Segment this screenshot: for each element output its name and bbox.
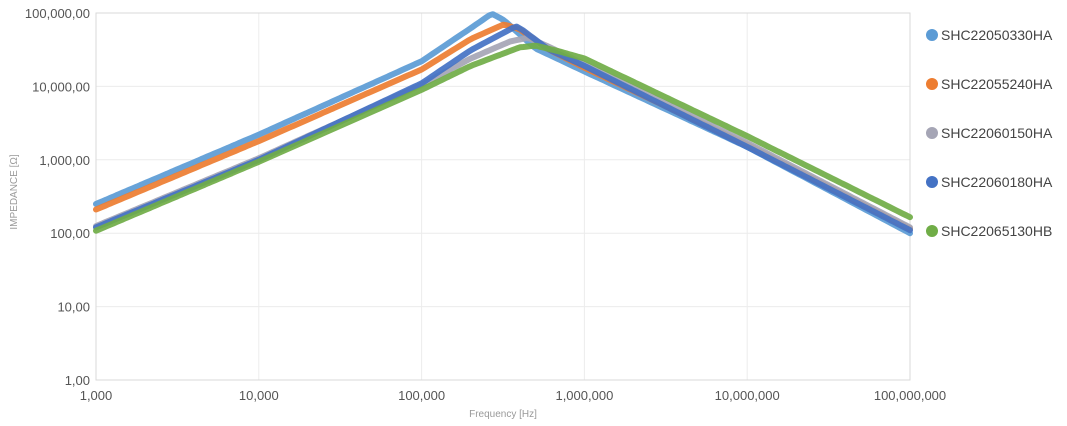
x-axis-title: Frequency [Hz] bbox=[469, 409, 537, 420]
legend-marker bbox=[926, 225, 938, 237]
x-axis-ticks: 1,000 10,000 100,000 1,000,000 10,000,000 100… bbox=[80, 388, 946, 403]
legend-label: SHC22060150HA bbox=[941, 125, 1053, 141]
x-tick-label: 10,000 bbox=[239, 388, 279, 403]
y-tick-label: 10,00 bbox=[57, 300, 90, 315]
legend-marker bbox=[926, 176, 938, 188]
legend-label: SHC22055240HA bbox=[941, 76, 1053, 92]
legend-label: SHC22060180HA bbox=[941, 174, 1053, 190]
series-line-shc22060150ha bbox=[93, 35, 913, 231]
legend-label: SHC22065130HB bbox=[941, 223, 1052, 239]
series-lines bbox=[93, 11, 913, 237]
y-tick-label: 10,000,00 bbox=[32, 79, 90, 94]
legend-marker bbox=[926, 127, 938, 139]
legend-marker bbox=[926, 29, 938, 41]
legend-marker bbox=[926, 78, 938, 90]
y-tick-label: 1,00 bbox=[65, 373, 90, 388]
y-axis-title: IMPEDANCE [Ω] bbox=[9, 154, 20, 229]
x-tick-label: 1,000 bbox=[80, 388, 113, 403]
x-tick-label: 100,000,000 bbox=[874, 388, 946, 403]
series-line-shc22060180ha bbox=[93, 23, 913, 234]
y-axis-ticks: 1,00 10,00 100,00 1,000,00 10,000,00 100,000,… bbox=[25, 6, 90, 388]
x-tick-label: 1,000,000 bbox=[555, 388, 613, 403]
series-line-shc22065130hb bbox=[93, 42, 913, 234]
x-tick-label: 100,000 bbox=[398, 388, 445, 403]
y-tick-label: 100,000,00 bbox=[25, 6, 90, 21]
y-tick-label: 1,000,00 bbox=[39, 153, 90, 168]
plot-area-frame bbox=[95, 12, 911, 381]
y-tick-label: 100,00 bbox=[50, 226, 90, 241]
legend-label: SHC22050330HA bbox=[941, 27, 1053, 43]
x-tick-label: 10,000,000 bbox=[715, 388, 780, 403]
grid-lines bbox=[95, 12, 911, 381]
legend: SHC22050330HA SHC22055240HA SHC22060150HA S… bbox=[926, 27, 1053, 239]
